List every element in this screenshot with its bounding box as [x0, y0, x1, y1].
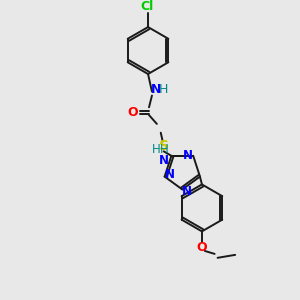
- Text: H: H: [152, 143, 161, 157]
- Text: H: H: [160, 143, 168, 157]
- Text: N: N: [182, 185, 192, 198]
- Text: N: N: [159, 154, 169, 167]
- Text: O: O: [196, 241, 207, 254]
- Text: N: N: [183, 149, 193, 162]
- Text: Cl: Cl: [140, 0, 154, 13]
- Text: N: N: [164, 168, 175, 181]
- Text: S: S: [159, 140, 169, 153]
- Text: O: O: [127, 106, 138, 119]
- Text: N: N: [151, 83, 161, 96]
- Text: H: H: [159, 83, 168, 96]
